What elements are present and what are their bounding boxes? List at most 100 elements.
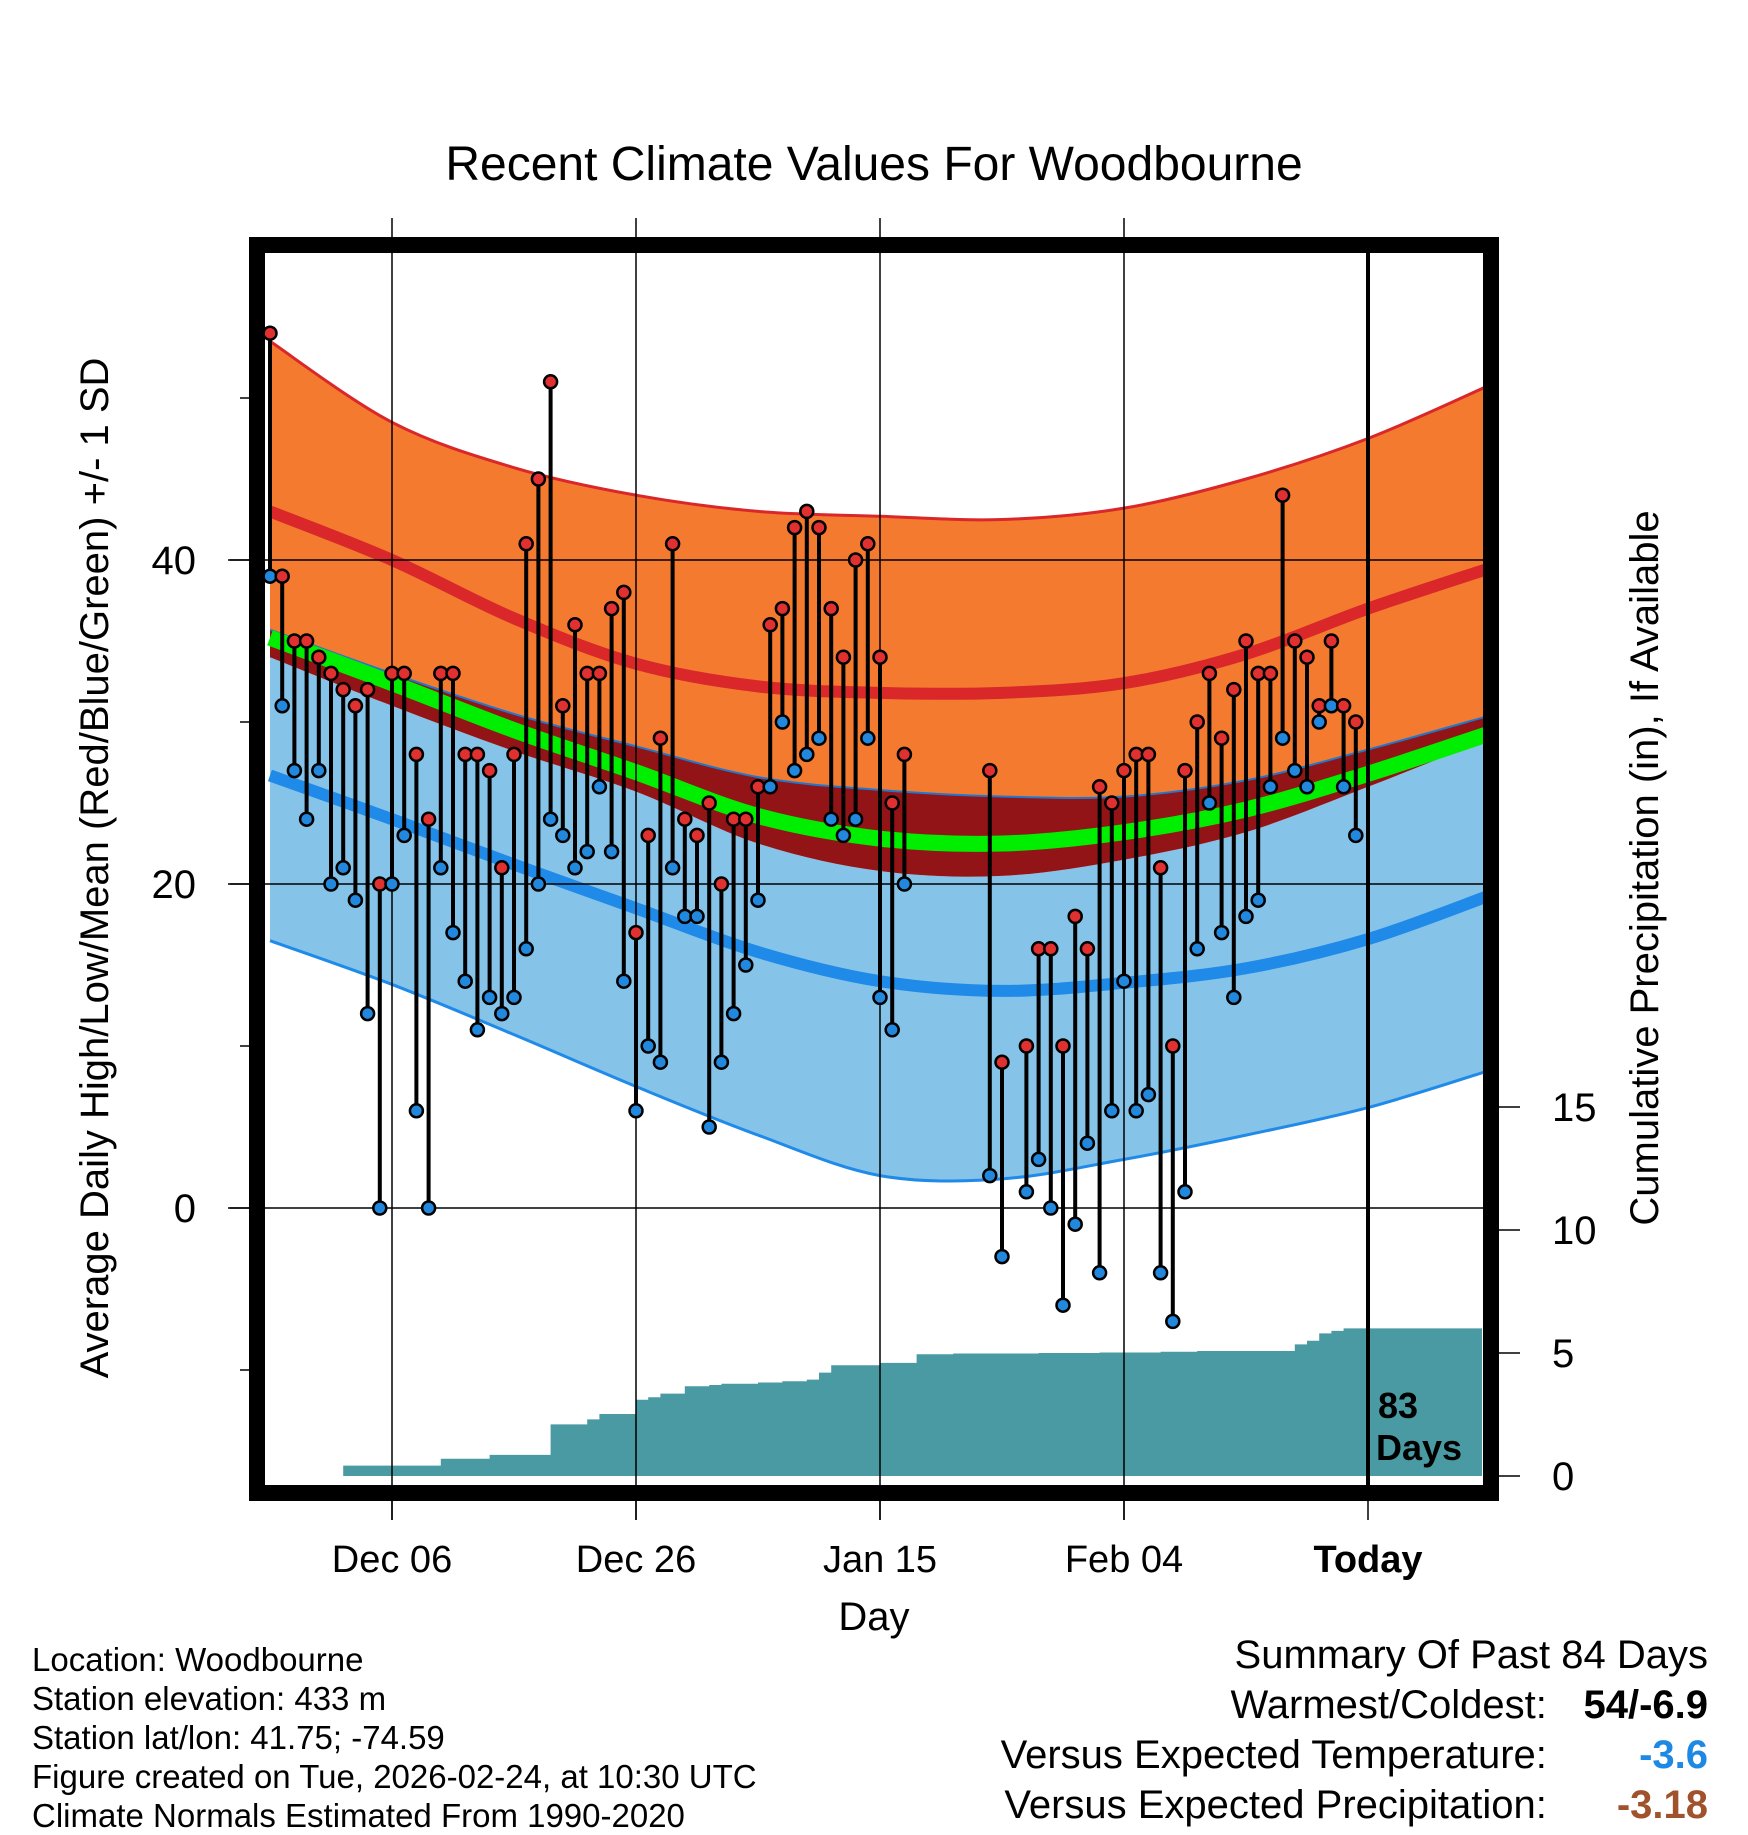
y-axis-label: Average Daily High/Low/Mean (Red/Blue/Gr… xyxy=(73,358,117,1379)
daily-high-marker xyxy=(628,924,644,941)
daily-low-marker xyxy=(359,1005,376,1022)
daily-low-marker xyxy=(1335,779,1352,795)
daily-low-marker xyxy=(982,1167,998,1184)
daily-high-marker xyxy=(1238,633,1254,649)
daily-low-marker xyxy=(1018,1184,1035,1200)
daily-low-marker xyxy=(872,989,888,1006)
daily-low-marker xyxy=(616,973,632,989)
location-text: Location: Woodbourne xyxy=(32,1641,364,1678)
today-days-count: 83 xyxy=(1378,1385,1418,1426)
daily-high-marker xyxy=(1262,665,1279,682)
daily-high-marker xyxy=(1104,795,1120,811)
y2-tick-label: 5 xyxy=(1552,1332,1574,1376)
daily-high-marker xyxy=(872,649,888,665)
daily-low-marker xyxy=(896,876,913,892)
daily-high-marker xyxy=(311,649,327,665)
plot-frame xyxy=(249,237,1499,1501)
daily-high-marker xyxy=(896,746,913,763)
daily-high-marker xyxy=(335,681,351,698)
x-tick-label: Jan 15 xyxy=(823,1539,937,1581)
daily-high-marker xyxy=(1335,698,1352,714)
daily-low-marker xyxy=(323,876,339,892)
daily-high-marker xyxy=(664,536,681,552)
y2-tick-label: 15 xyxy=(1552,1086,1597,1130)
daily-low-marker xyxy=(433,860,449,876)
daily-high-marker xyxy=(274,568,290,584)
daily-high-marker xyxy=(1079,941,1096,957)
daily-high-marker xyxy=(555,698,571,714)
daily-low-marker xyxy=(420,1200,437,1216)
daily-low-marker xyxy=(555,827,571,844)
daily-low-marker xyxy=(311,762,327,779)
daily-high-marker xyxy=(1274,487,1291,503)
daily-high-marker xyxy=(518,536,534,552)
daily-low-marker xyxy=(1213,924,1230,941)
daily-low-marker xyxy=(1262,779,1279,795)
warmest-coldest-label: Warmest/Coldest: xyxy=(1230,1683,1547,1727)
daily-low-marker xyxy=(542,811,559,827)
daily-low-marker xyxy=(518,941,534,957)
daily-low-marker xyxy=(469,1022,486,1038)
chart-title: Recent Climate Values For Woodbourne xyxy=(445,138,1302,191)
daily-high-marker xyxy=(884,795,900,811)
daily-low-marker xyxy=(1238,908,1254,925)
daily-high-marker xyxy=(652,730,669,746)
daily-low-marker xyxy=(1348,827,1364,844)
daily-high-marker xyxy=(408,746,425,763)
daily-high-marker xyxy=(262,325,278,341)
daily-low-marker xyxy=(335,860,351,876)
daily-low-marker xyxy=(530,876,547,892)
daily-low-marker xyxy=(823,811,839,827)
summary-temp-anomaly: Versus Expected Temperature: -3.6 xyxy=(1001,1730,1708,1780)
axes: 0 20 40 0 5 10 15 Dec 06 Dec 26 Jan 15 Feb 04 Today xyxy=(152,397,1597,1581)
x-tick-label: Feb 04 xyxy=(1065,1539,1183,1581)
daily-low-marker xyxy=(274,698,290,714)
daily-high-marker xyxy=(1348,714,1364,730)
daily-high-marker xyxy=(860,536,876,552)
daily-low-marker xyxy=(652,1054,669,1070)
daily-low-marker xyxy=(445,924,461,941)
warmest-coldest-value: 54/-6.9 xyxy=(1583,1683,1708,1727)
daily-low-marker xyxy=(591,779,608,795)
daily-low-marker xyxy=(811,730,827,746)
daily-high-marker xyxy=(677,811,693,827)
daily-high-marker xyxy=(1177,762,1193,779)
daily-low-marker xyxy=(860,730,876,746)
daily-low-marker xyxy=(1067,1216,1083,1232)
daily-low-marker xyxy=(847,811,864,827)
daily-high-marker xyxy=(774,600,791,617)
daily-high-marker xyxy=(1091,779,1108,795)
temp-anomaly-value: -3.6 xyxy=(1639,1733,1708,1777)
daily-high-marker xyxy=(1067,908,1083,925)
daily-low-marker xyxy=(689,908,705,925)
daily-low-marker xyxy=(1274,730,1291,746)
daily-low-marker xyxy=(347,892,364,908)
daily-low-marker xyxy=(372,1200,388,1216)
normals-text: Climate Normals Estimated From 1990-2020 xyxy=(32,1797,685,1834)
daily-high-marker xyxy=(1287,633,1303,649)
daily-high-marker xyxy=(640,827,656,844)
daily-low-marker xyxy=(738,957,754,973)
daily-high-marker xyxy=(347,698,364,714)
daily-low-marker xyxy=(384,876,400,892)
daily-low-marker xyxy=(1189,941,1205,957)
daily-high-marker xyxy=(1055,1038,1071,1054)
daily-high-marker xyxy=(1201,665,1218,682)
daily-low-marker xyxy=(567,860,583,876)
daily-low-marker xyxy=(786,762,803,779)
y2-axis-label: Cumulative Precipitation (in), If Availa… xyxy=(1623,510,1667,1225)
daily-low-marker xyxy=(457,973,473,989)
daily-low-marker xyxy=(506,989,522,1006)
daily-low-marker xyxy=(640,1038,656,1054)
precip-anomaly-value: -3.18 xyxy=(1616,1783,1708,1827)
daily-high-marker xyxy=(738,811,754,827)
daily-low-marker xyxy=(628,1103,644,1119)
x-axis-label: Day xyxy=(838,1595,909,1639)
daily-low-marker xyxy=(579,843,595,860)
daily-low-marker xyxy=(713,1054,730,1070)
daily-low-marker xyxy=(494,1005,510,1022)
daily-low-marker xyxy=(1287,762,1303,779)
daily-high-marker xyxy=(469,746,486,763)
daily-low-marker xyxy=(1311,714,1327,730)
